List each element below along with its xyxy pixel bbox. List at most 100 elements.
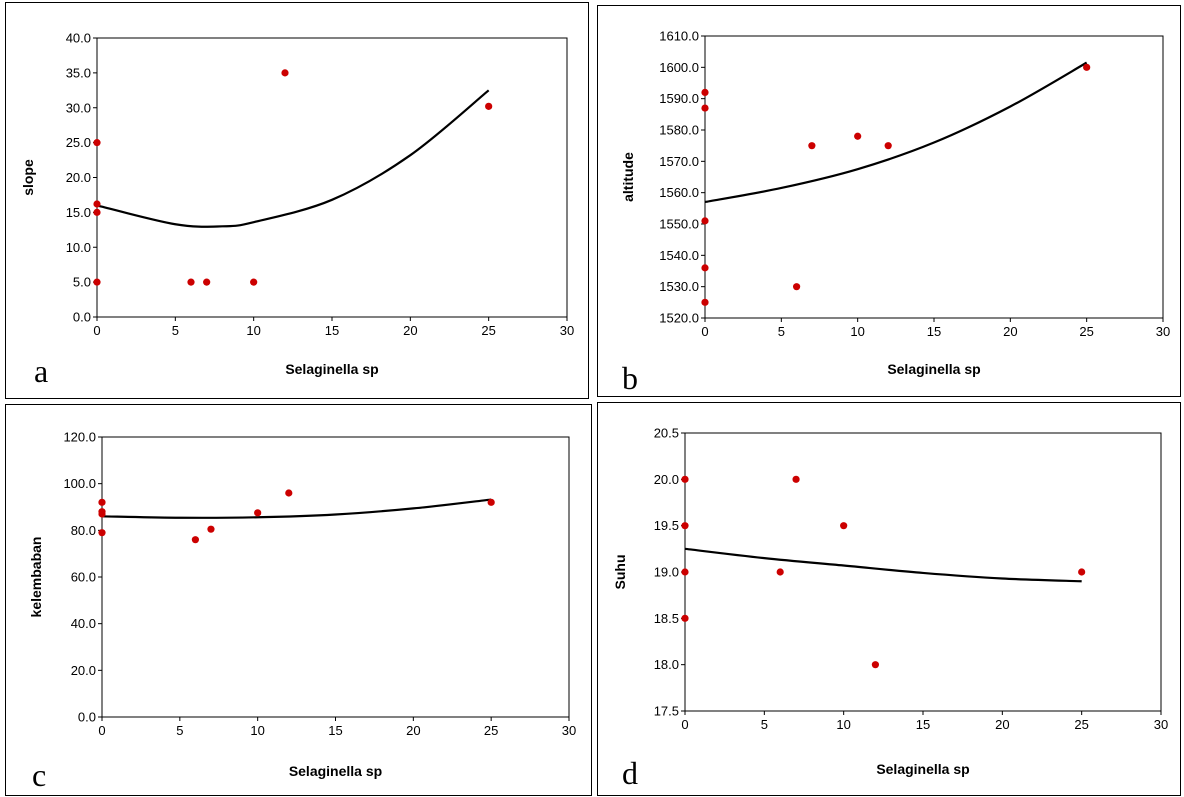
chart-c-x-tick-label: 25 bbox=[484, 723, 498, 738]
panel-label-c: c bbox=[32, 757, 47, 793]
chart-panel-a: 0.0 5.0 10.0 15.0 20.0 25.0 30.0 35.0 40.0 0 5 10 15… bbox=[5, 2, 589, 399]
chart-d-data-point bbox=[871, 661, 879, 669]
chart-b-y-tick-label: 1560.0 bbox=[659, 185, 699, 200]
chart-c-y-tick-label: 80.0 bbox=[71, 523, 96, 538]
chart-a-x-tick-label: 0 bbox=[93, 323, 100, 338]
chart-b-x-tick-label: 30 bbox=[1156, 324, 1170, 339]
chart-a-y-tick-label: 0.0 bbox=[73, 310, 91, 325]
chart-d-x-tick-label: 30 bbox=[1154, 717, 1168, 732]
chart-d-data-point bbox=[681, 475, 689, 483]
chart-d-y-tick-label: 20.5 bbox=[654, 426, 679, 441]
chart-d-y-axis-title: Suhu bbox=[612, 555, 628, 590]
chart-d-data-point bbox=[681, 614, 689, 622]
chart-d-x-tick-label: 0 bbox=[681, 717, 688, 732]
chart-b-y-tick-label: 1550.0 bbox=[659, 217, 699, 232]
chart-c-y-tick-label: 100.0 bbox=[63, 476, 96, 491]
chart-b-data-point bbox=[701, 217, 709, 225]
chart-a-x-tick-label: 10 bbox=[246, 323, 260, 338]
chart-b-y-tick-label: 1530.0 bbox=[659, 279, 699, 294]
chart-d-data-point bbox=[792, 475, 800, 483]
chart-b-data-point bbox=[701, 298, 709, 306]
chart-c-data-point bbox=[191, 536, 199, 544]
chart-c-x-tick-label: 30 bbox=[562, 723, 576, 738]
panel-label-a: a bbox=[34, 353, 49, 389]
chart-b-data-point bbox=[854, 132, 862, 140]
chart-c-y-axis-title: kelembaban bbox=[28, 537, 44, 618]
chart-d-y-tick-label: 19.0 bbox=[654, 565, 679, 580]
chart-c-data-point bbox=[98, 529, 106, 537]
chart-b-y-tick-label: 1590.0 bbox=[659, 91, 699, 106]
chart-b-data-point bbox=[1083, 63, 1091, 71]
chart-d-x-axis-title: Selaginella sp bbox=[876, 761, 969, 777]
chart-c-x-tick-label: 20 bbox=[406, 723, 420, 738]
chart-a-data-point bbox=[187, 278, 195, 286]
chart-b-x-tick-label: 0 bbox=[701, 324, 708, 339]
chart-a-x-tick-label: 5 bbox=[172, 323, 179, 338]
chart-c-data-point bbox=[285, 489, 293, 497]
panel-label-d: d bbox=[622, 755, 638, 791]
chart-c-x-tick-label: 15 bbox=[328, 723, 342, 738]
chart-b-x-axis-title: Selaginella sp bbox=[887, 361, 980, 377]
chart-c-y-tick-label: 120.0 bbox=[63, 430, 96, 445]
chart-d-x-tick-label: 5 bbox=[761, 717, 768, 732]
chart-d-data-point bbox=[1078, 568, 1086, 576]
chart-a-x-tick-label: 30 bbox=[560, 323, 574, 338]
chart-panel-b: 1520.0 1530.0 1540.0 1550.0 1560.0 1570.0 1580… bbox=[597, 5, 1181, 397]
chart-c-y-tick-label: 60.0 bbox=[71, 570, 96, 585]
chart-a-y-tick-label: 15.0 bbox=[66, 205, 91, 220]
chart-b-y-tick-label: 1570.0 bbox=[659, 154, 699, 169]
chart-c-data-point bbox=[254, 509, 262, 517]
chart-b-data-point bbox=[884, 142, 892, 150]
chart-c-x-tick-label: 0 bbox=[98, 723, 105, 738]
chart-b-y-tick-label: 1540.0 bbox=[659, 248, 699, 263]
chart-a-data-point bbox=[485, 102, 493, 110]
chart-b-data-point bbox=[808, 142, 816, 150]
chart-c-data-point bbox=[98, 498, 106, 506]
chart-c-x-axis-title: Selaginella sp bbox=[289, 763, 382, 779]
chart-a-data-point bbox=[281, 69, 289, 77]
chart-panel-c: 0.0 20.0 40.0 60.0 80.0 100.0 120.0 0 5 10 15 20 25 3… bbox=[5, 404, 592, 796]
chart-a-y-tick-label: 20.0 bbox=[66, 170, 91, 185]
chart-c-trendline bbox=[101, 498, 492, 519]
chart-a-y-tick-label: 40.0 bbox=[66, 31, 91, 46]
chart-b-y-tick-label: 1520.0 bbox=[659, 311, 699, 326]
panel-label-b: b bbox=[622, 360, 638, 396]
chart-b-data-point bbox=[701, 264, 709, 272]
chart-d-y-tick-label: 17.5 bbox=[654, 704, 679, 719]
chart-a-y-tick-label: 35.0 bbox=[66, 65, 91, 80]
chart-b-data-point bbox=[701, 88, 709, 96]
chart-c-x-tick-label: 5 bbox=[176, 723, 183, 738]
chart-b-y-tick-label: 1600.0 bbox=[659, 60, 699, 75]
chart-c-data-point bbox=[207, 525, 215, 533]
chart-c-data-point bbox=[98, 510, 106, 518]
chart-b-y-tick-label: 1610.0 bbox=[659, 29, 699, 44]
chart-c-svg: 0.0 20.0 40.0 60.0 80.0 100.0 120.0 0 5 10 15 20 25 3… bbox=[28, 430, 576, 780]
chart-panel-d: 17.5 18.0 18.5 19.0 19.5 20.0 20.5 0 5 10 15 20 25 30… bbox=[597, 402, 1181, 796]
chart-b-y-tick-label: 1580.0 bbox=[659, 123, 699, 138]
chart-b-x-tick-label: 10 bbox=[850, 324, 864, 339]
chart-b-data-point bbox=[793, 283, 801, 291]
chart-d-y-tick-label: 18.0 bbox=[654, 657, 679, 672]
chart-d-x-tick-label: 15 bbox=[916, 717, 930, 732]
chart-d-x-tick-label: 10 bbox=[836, 717, 850, 732]
chart-a-data-point bbox=[93, 200, 101, 208]
chart-d-y-tick-label: 18.5 bbox=[654, 611, 679, 626]
chart-b-data-point bbox=[701, 104, 709, 112]
chart-b-y-axis-title: altitude bbox=[620, 152, 636, 202]
chart-a-x-tick-label: 25 bbox=[481, 323, 495, 338]
chart-c-plot-area bbox=[101, 436, 570, 718]
chart-d-data-point bbox=[681, 568, 689, 576]
chart-a-trendline bbox=[96, 89, 490, 228]
chart-a-y-axis-title: slope bbox=[20, 159, 36, 196]
chart-a-data-point bbox=[93, 139, 101, 147]
chart-a-x-tick-label: 20 bbox=[403, 323, 417, 338]
chart-c-data-point bbox=[487, 498, 495, 506]
chart-d-x-tick-label: 25 bbox=[1074, 717, 1088, 732]
chart-d-trendline bbox=[684, 547, 1082, 583]
chart-b-x-tick-label: 25 bbox=[1079, 324, 1093, 339]
chart-d-data-point bbox=[776, 568, 784, 576]
chart-d-y-tick-label: 19.5 bbox=[654, 518, 679, 533]
chart-a-x-axis-title: Selaginella sp bbox=[285, 361, 378, 377]
chart-b-x-tick-label: 5 bbox=[778, 324, 785, 339]
chart-a-data-point bbox=[93, 278, 101, 286]
